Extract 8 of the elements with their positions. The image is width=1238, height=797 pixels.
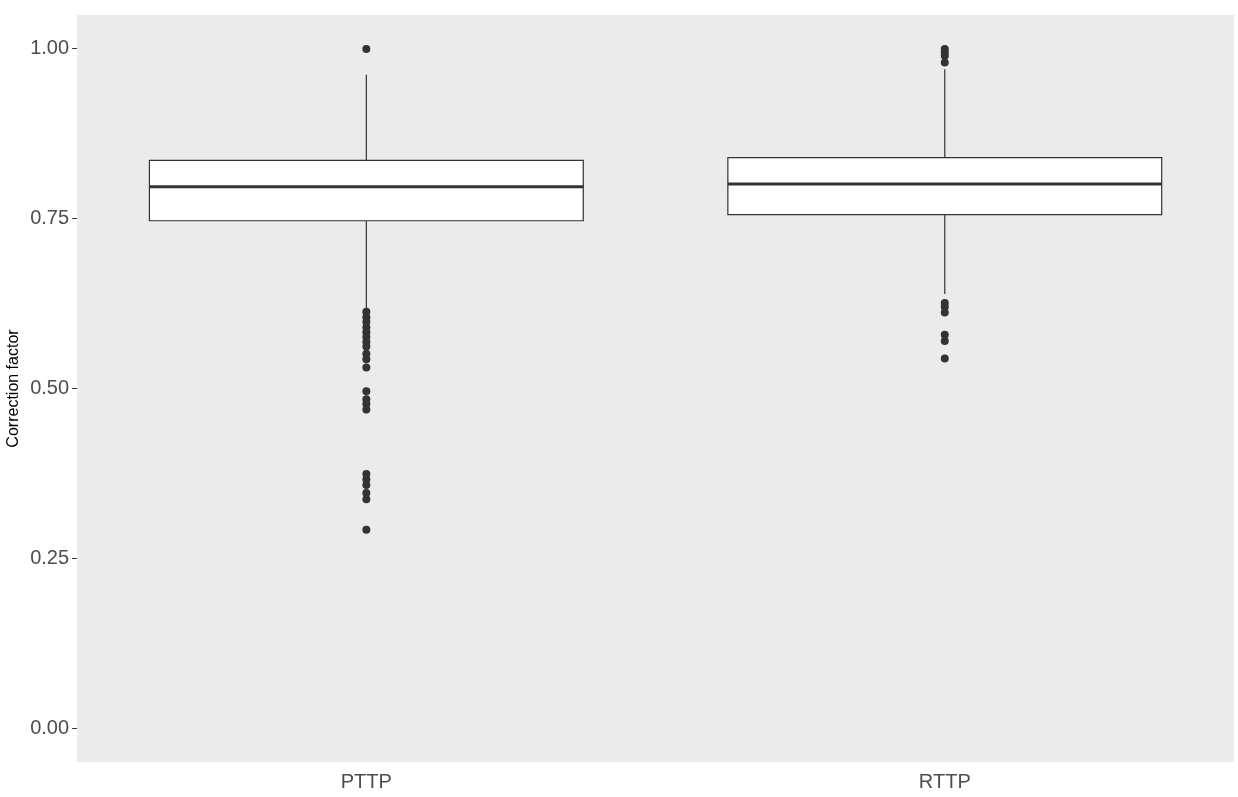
y-tick-label: 0.75 (30, 206, 70, 229)
y-tick-label: 1.00 (30, 36, 70, 59)
y-tick-label: 0.50 (30, 376, 70, 399)
y-tick-label: 0.00 (30, 715, 70, 738)
y-axis-title: Correction factor (4, 328, 22, 448)
x-tick-label: RTTP (918, 769, 971, 792)
y-tick-label: 0.25 (30, 545, 70, 568)
x-tick-label: PTTP (340, 769, 392, 792)
